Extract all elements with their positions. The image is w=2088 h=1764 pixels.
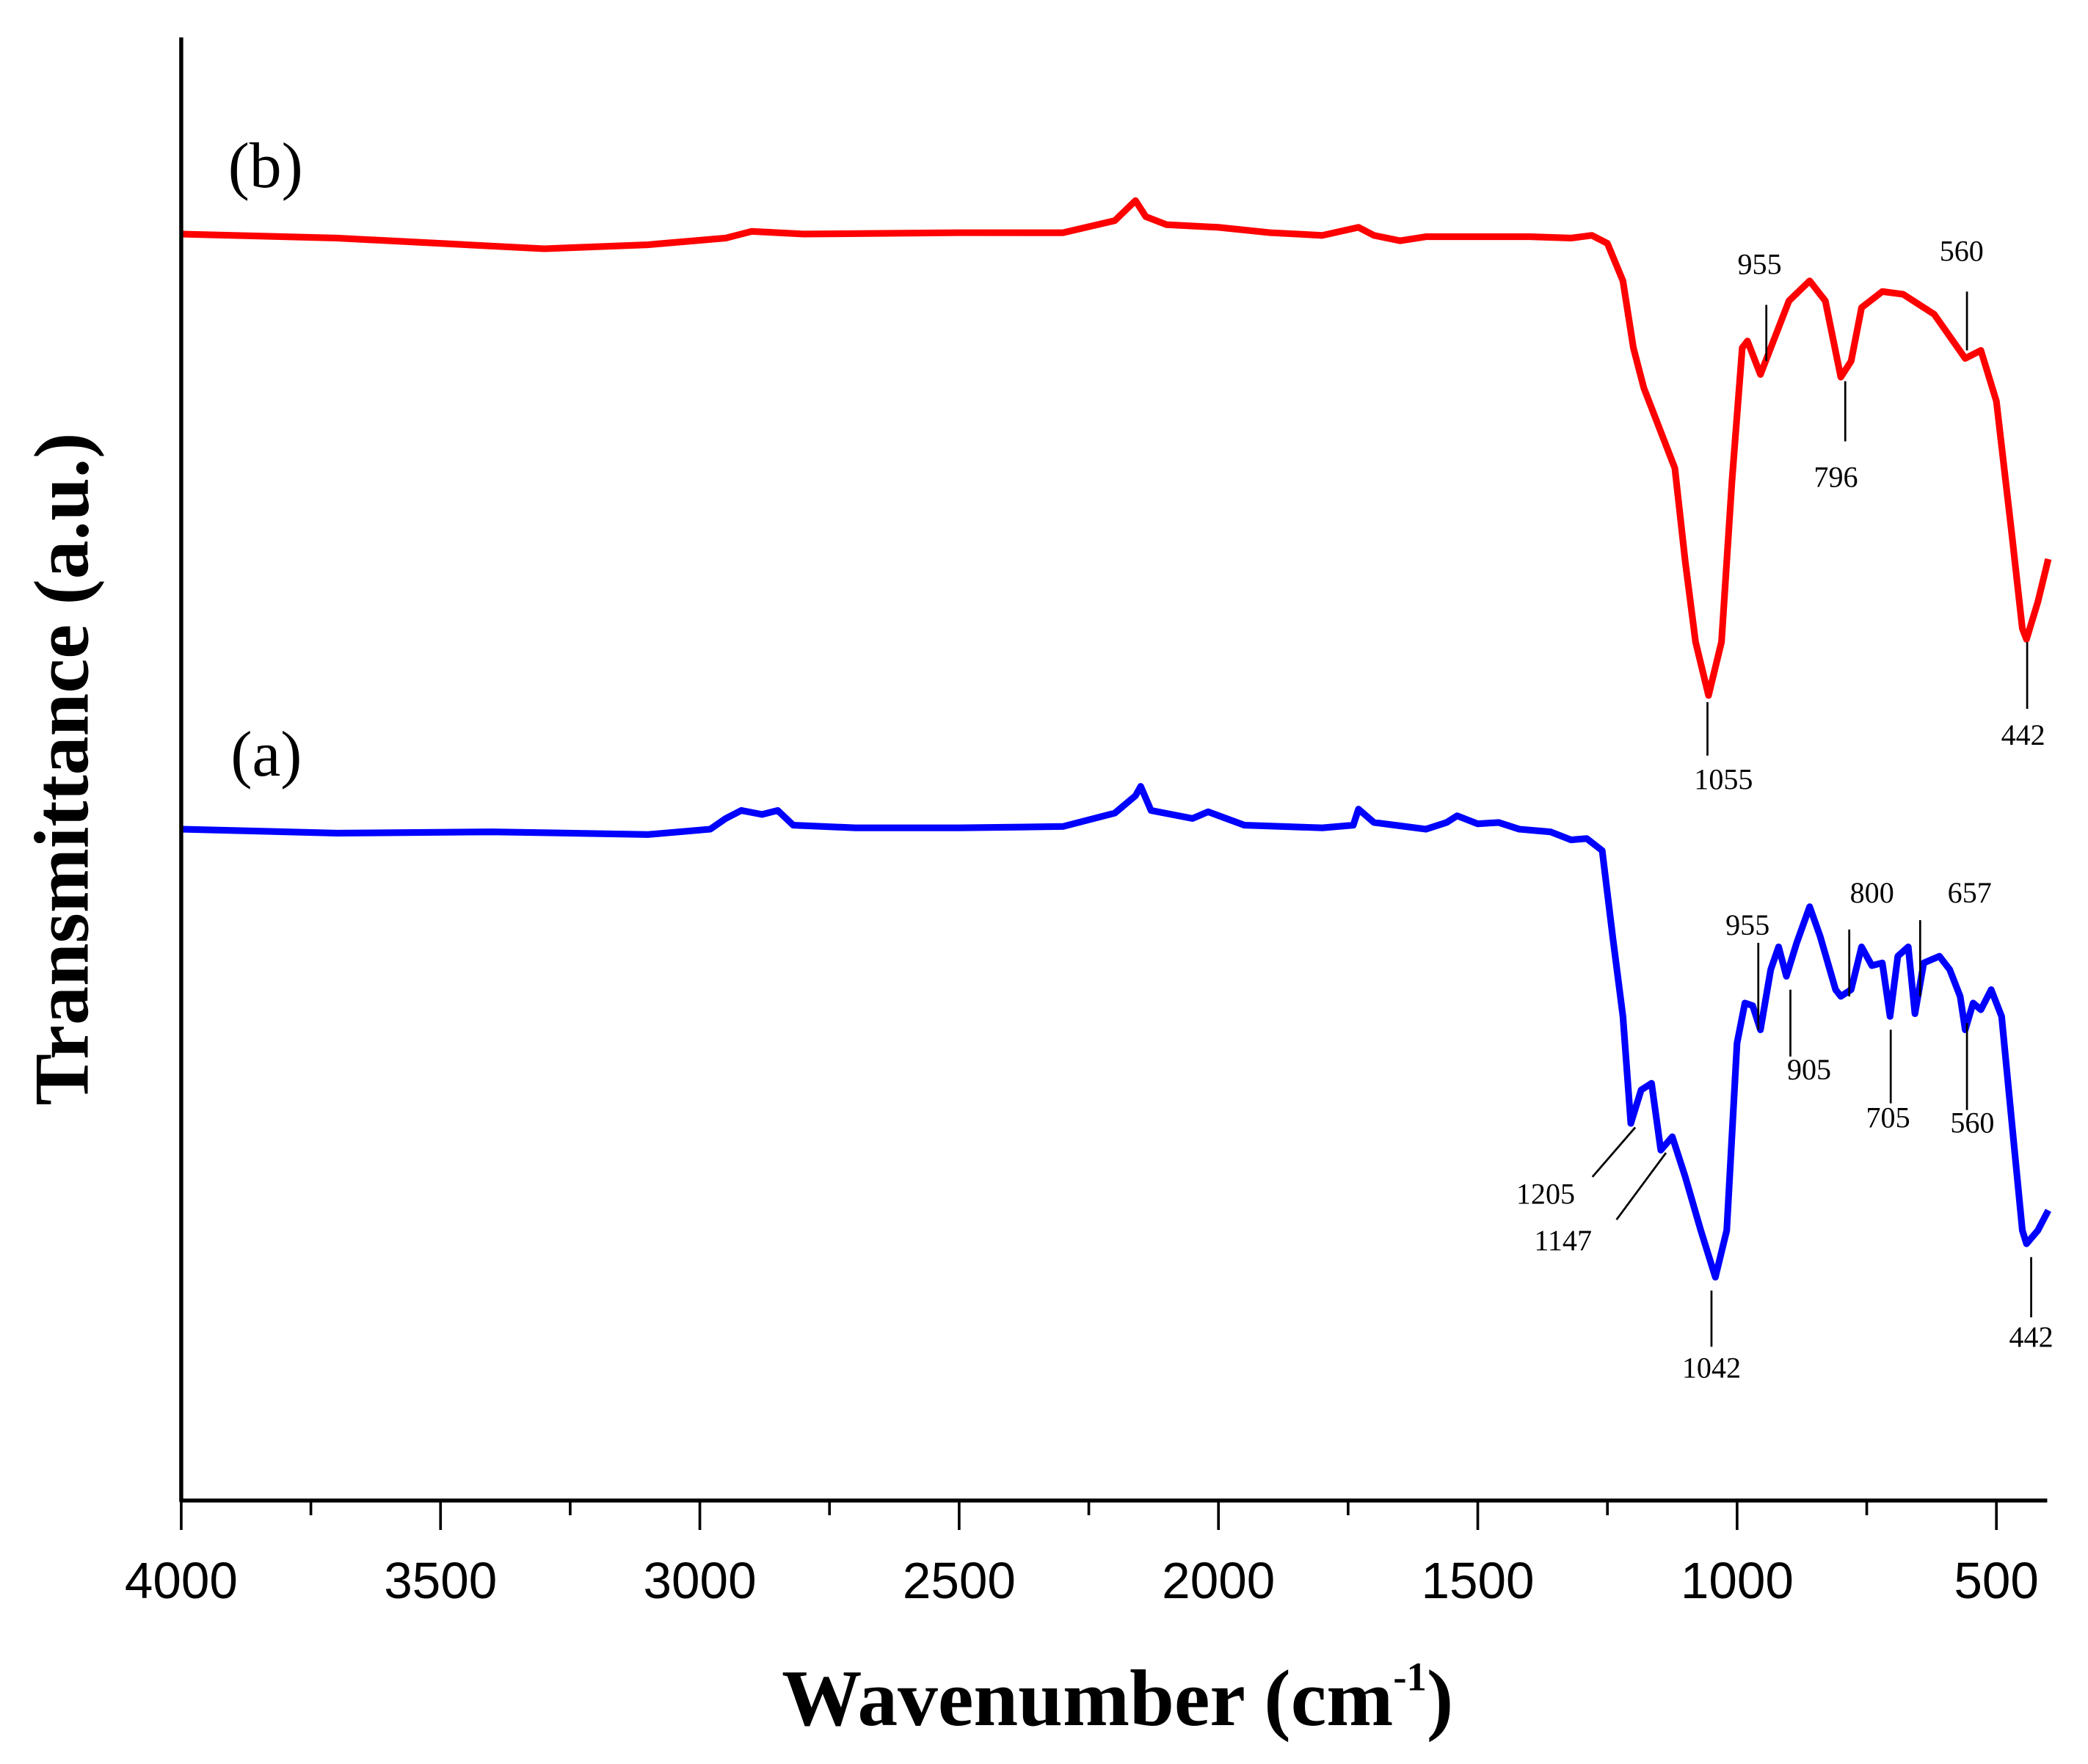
series-line-a [181, 783, 2051, 1281]
x-tick-label: 1000 [1681, 1552, 1794, 1609]
series-layer [181, 197, 2052, 1281]
series-line-b [181, 197, 2052, 699]
x-tick-label: 500 [1954, 1552, 2039, 1609]
peak-label: 560 [1940, 234, 1984, 267]
peak-marker-line [1615, 1152, 1667, 1221]
x-tick-label: 3500 [384, 1552, 497, 1609]
peak-label: 955 [1725, 908, 1769, 941]
annotation-layer: 955 796 560 1055 442 1205 1147 1042 955 905 800 705… [1516, 234, 2054, 1384]
peak-label: 705 [1866, 1101, 1910, 1134]
peak-label: 442 [2009, 1320, 2054, 1353]
peak-label: 560 [1950, 1107, 1994, 1140]
peak-label: 1042 [1682, 1351, 1741, 1384]
x-ticks: 4000 3500 3000 2500 2000 1500 1000 500 [125, 1500, 2039, 1609]
peak-label: 1055 [1694, 762, 1753, 795]
x-axis-title-text: Wavenumber (cm [782, 1654, 1393, 1743]
peak-label: 796 [1814, 460, 1858, 493]
x-axis-title-sup: -1 [1393, 1655, 1427, 1699]
x-tick-label: 1500 [1422, 1552, 1535, 1609]
peak-label: 442 [2001, 718, 2045, 751]
series-label-b: (b) [228, 130, 303, 201]
y-axis-title: Transmittance (a.u.) [18, 433, 104, 1106]
x-tick-label: 4000 [125, 1552, 238, 1609]
peak-label: 1205 [1516, 1177, 1575, 1210]
peak-label: 905 [1787, 1053, 1831, 1086]
peak-label: 1147 [1534, 1224, 1592, 1257]
x-axis-title: Wavenumber (cm-1) [782, 1654, 1453, 1743]
peak-label: 800 [1850, 876, 1894, 909]
peak-marker-line [1591, 1126, 1637, 1178]
peak-label: 657 [1948, 876, 1992, 909]
x-tick-label: 2500 [903, 1552, 1016, 1609]
series-label-a: (a) [230, 718, 302, 790]
x-axis-title-close: ) [1427, 1654, 1453, 1743]
x-tick-label: 2000 [1162, 1552, 1275, 1609]
peak-label: 955 [1738, 248, 1782, 281]
x-tick-label: 3000 [644, 1552, 757, 1609]
